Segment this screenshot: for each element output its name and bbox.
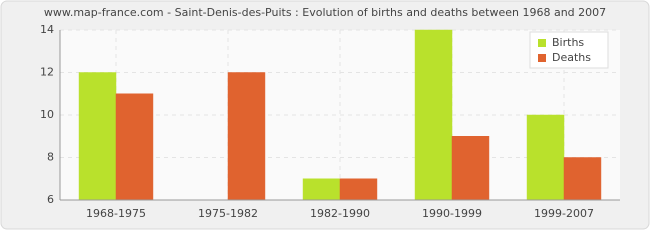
bar (115, 93, 154, 201)
bar (78, 72, 117, 201)
bar (414, 29, 453, 201)
x-tick-label: 1990-1999 (422, 207, 482, 220)
legend-label: Births (552, 36, 584, 49)
bar (526, 114, 565, 201)
y-tick-label: 12 (40, 66, 54, 79)
bar (451, 136, 490, 201)
y-tick-label: 6 (47, 193, 54, 206)
chart: www.map-france.com - Saint-Denis-des-Pui… (0, 0, 650, 230)
bar (339, 178, 378, 201)
y-tick-label: 10 (40, 108, 54, 121)
x-tick-label: 1975-1982 (198, 207, 258, 220)
y-tick-label: 14 (40, 23, 54, 36)
legend-label: Deaths (552, 51, 591, 64)
x-tick-label: 1999-2007 (534, 207, 594, 220)
bar (563, 157, 602, 201)
bar (227, 72, 266, 201)
x-tick-label: 1968-1975 (86, 207, 146, 220)
legend-swatch (538, 54, 546, 62)
x-tick-label: 1982-1990 (310, 207, 370, 220)
y-tick-label: 8 (47, 151, 54, 164)
chart-title: www.map-france.com - Saint-Denis-des-Pui… (44, 6, 606, 19)
bar (302, 178, 341, 201)
legend-swatch (538, 39, 546, 47)
